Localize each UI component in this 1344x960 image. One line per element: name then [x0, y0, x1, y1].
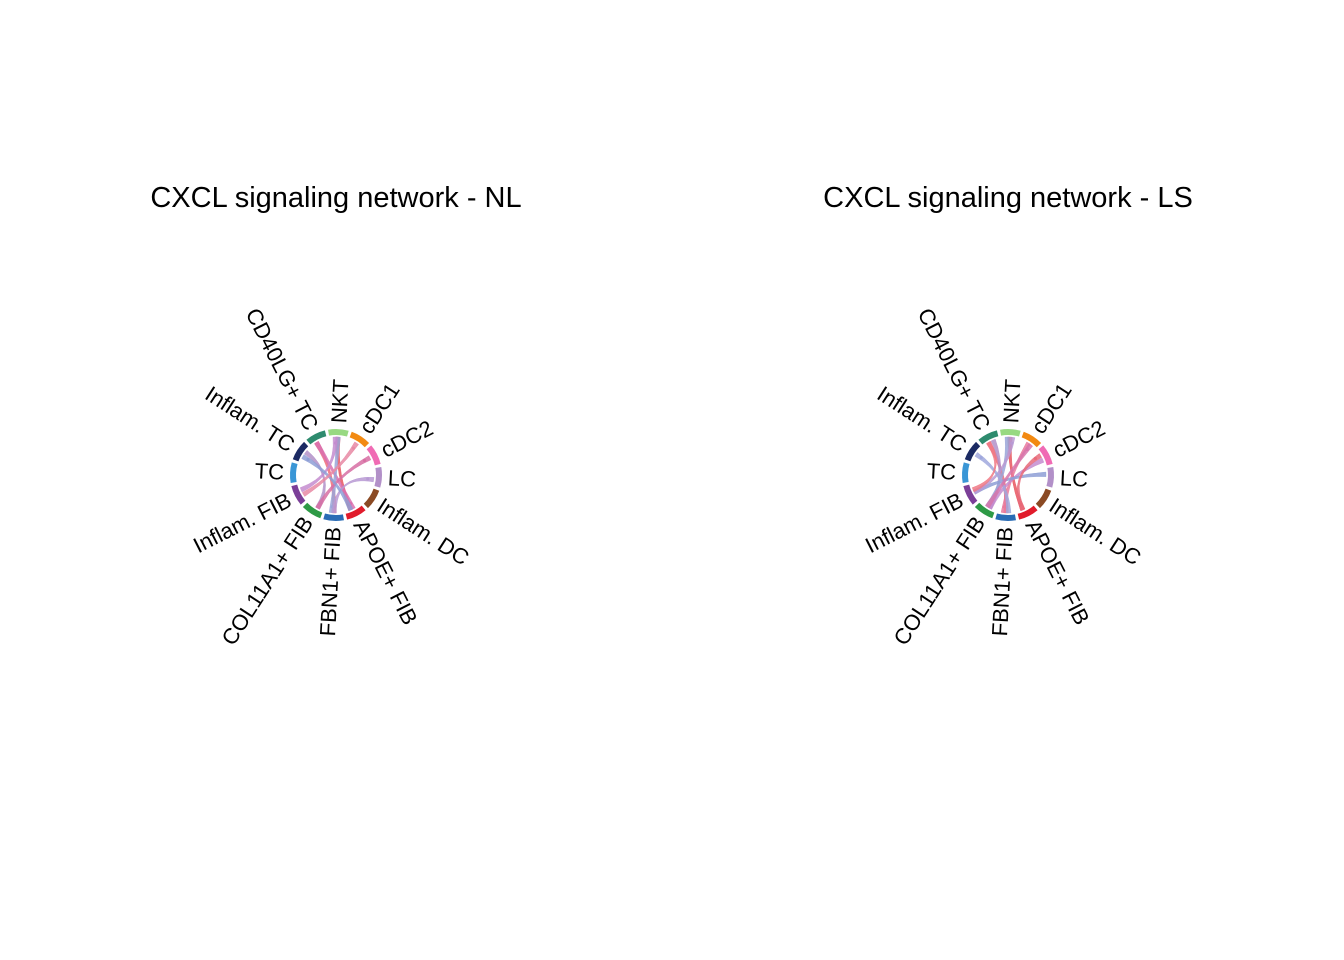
sector-arc-inflam-fib	[963, 484, 978, 505]
sector-arc-inflam-dc	[1035, 488, 1052, 509]
chord-link-head	[351, 446, 356, 450]
sector-arc-inflam-tc	[292, 441, 309, 462]
sector-label-nkt: NKT	[998, 378, 1025, 423]
sector-arc-nkt	[328, 429, 349, 437]
chord-link-head	[1033, 456, 1038, 461]
sector-label-tc: TC	[926, 458, 957, 485]
sector-arc-cd40lg-tc	[978, 430, 999, 445]
sector-arc-cdc2	[1038, 445, 1053, 466]
sector-arc-inflam-tc	[964, 441, 981, 462]
sector-label-fbn1-fib: FBN1+ FIB	[987, 526, 1018, 637]
sector-arc-inflam-dc	[363, 488, 380, 509]
sector-arc-tc	[961, 462, 970, 483]
chord-link-col11a1-fib-to-cdc1	[985, 443, 1033, 509]
chord-link-fbn1-fib-to-inflam-tc	[974, 452, 1012, 514]
sector-arc-cdc1	[1021, 431, 1042, 448]
sector-arc-cdc1	[349, 431, 370, 448]
panel-title: CXCL signaling network - NL	[150, 182, 521, 214]
link-layer	[971, 436, 1047, 514]
sector-label-fbn1-fib: FBN1+ FIB	[315, 526, 346, 637]
chord-link-inflam-fib-to-cd40lg-tc	[971, 441, 997, 493]
chord-link-head	[366, 477, 370, 481]
sector-label-nkt: NKT	[326, 378, 353, 423]
sector-arc-nkt	[1000, 429, 1021, 437]
chord-link-head	[362, 458, 367, 463]
chord-link-apoe-fib-to-cdc2	[1016, 453, 1042, 512]
sector-arc-apoe-fib	[1017, 505, 1038, 520]
chord-link-head	[1010, 441, 1014, 445]
sector-arc-fbn1-fib	[995, 513, 1016, 521]
panel-title: CXCL signaling network - LS	[823, 182, 1193, 214]
sector-arc-inflam-fib	[291, 484, 306, 505]
sector-arc-fbn1-fib	[323, 513, 344, 521]
chord-link-head	[979, 455, 983, 460]
sector-arc-cdc2	[366, 445, 381, 466]
sector-label-lc: LC	[1059, 465, 1089, 491]
sector-arc-apoe-fib	[345, 505, 366, 520]
sector-arc-lc	[374, 467, 382, 488]
chord-link-head	[306, 457, 310, 462]
chord-link-head	[1025, 447, 1029, 452]
chord-link-head	[989, 445, 994, 450]
chord-link-inflam-fib-to-nkt	[299, 436, 338, 493]
sector-arc-lc	[1046, 467, 1054, 488]
link-layer	[299, 436, 375, 514]
sector-arc-cd40lg-tc	[306, 430, 327, 445]
sector-label-tc: TC	[254, 458, 285, 485]
sector-arc-col11a1-fib	[302, 502, 323, 519]
chord-link-head	[1002, 505, 1006, 509]
sector-label-lc: LC	[387, 465, 417, 491]
sector-arc-tc	[290, 462, 298, 483]
chord-link-fbn1-fib-to-lc	[331, 477, 375, 514]
sector-arc-col11a1-fib	[974, 502, 995, 519]
chord-link-head	[333, 441, 338, 445]
